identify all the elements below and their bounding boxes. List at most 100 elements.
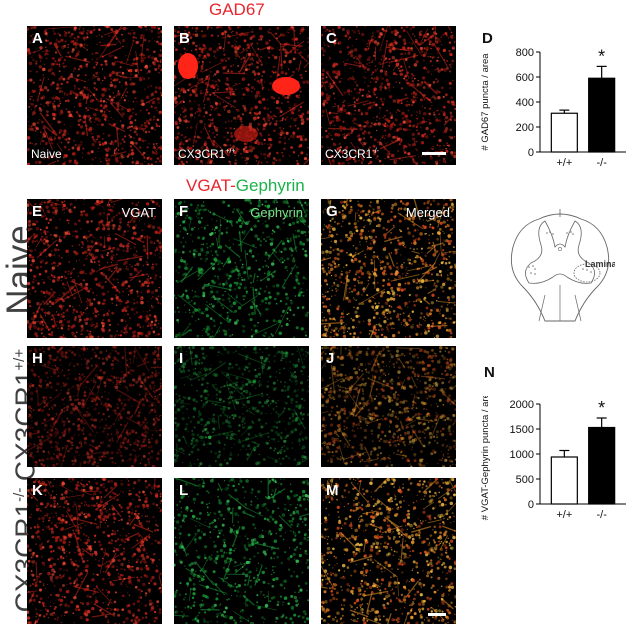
texture-dot [424, 254, 427, 257]
texture-dot [90, 95, 92, 97]
texture-dot [257, 214, 261, 218]
texture-dot [337, 253, 340, 255]
texture-fiber [303, 61, 309, 69]
texture-dot [233, 150, 237, 155]
texture-dot [105, 63, 108, 66]
texture-dot [203, 107, 206, 109]
texture-dot [290, 117, 293, 120]
texture-dot [110, 297, 114, 301]
texture-dot [256, 66, 259, 69]
texture-dot [205, 146, 209, 149]
texture-dot [124, 280, 128, 284]
texture-dot [246, 252, 249, 256]
texture-fiber [131, 333, 135, 338]
texture-dot [200, 247, 204, 251]
texture-dot [42, 291, 46, 295]
texture-dot [135, 307, 137, 309]
texture-dot [45, 235, 48, 239]
texture-dot [197, 236, 201, 240]
texture-dot [35, 60, 38, 63]
texture-dot [291, 249, 294, 252]
texture-dot [133, 267, 137, 271]
texture-dot [237, 161, 239, 163]
texture-dot [367, 90, 370, 92]
texture-dot [160, 30, 162, 33]
texture-dot [234, 321, 238, 325]
texture-dot [43, 242, 46, 246]
texture-dot [272, 319, 276, 323]
texture-fiber [110, 199, 124, 204]
texture-dot [114, 237, 118, 241]
texture-dot [50, 138, 53, 142]
texture-dot [393, 159, 395, 162]
texture-dot [117, 90, 120, 92]
texture-dot [245, 88, 250, 92]
texture-dot [259, 304, 261, 306]
texture-dot [81, 131, 85, 136]
texture-dot [151, 284, 153, 286]
texture-dot [51, 102, 55, 106]
texture-dot [249, 318, 253, 322]
texture-dot [234, 46, 238, 50]
texture-dot [322, 212, 324, 214]
texture-dot [187, 31, 191, 34]
texture-dot [304, 201, 307, 205]
texture-dot [412, 235, 415, 238]
texture-dot [73, 26, 77, 30]
texture-dot [358, 315, 361, 317]
texture-dot [397, 67, 400, 70]
texture-dot [248, 249, 253, 253]
texture-dot [154, 128, 156, 131]
texture-dot [328, 56, 330, 58]
texture-dot [327, 45, 330, 48]
texture-dot [450, 136, 454, 140]
texture-dot [182, 100, 185, 104]
texture-dot [347, 111, 351, 115]
texture-dot [337, 42, 339, 45]
texture-dot [247, 83, 250, 87]
texture-dot [126, 287, 128, 290]
texture-dot [108, 203, 111, 206]
texture-dot [197, 273, 200, 277]
texture-dot [438, 270, 442, 273]
texture-dot [205, 147, 210, 152]
texture-dot [174, 48, 178, 51]
texture-dot [47, 275, 50, 279]
texture-dot [90, 260, 93, 264]
texture-dot [277, 107, 282, 111]
panel-tag-b-main: CX3CR1 [178, 147, 226, 161]
texture-dot [431, 319, 433, 322]
texture-dot [427, 199, 431, 203]
texture-dot [211, 331, 214, 333]
texture-dot [280, 250, 283, 253]
texture-dot [200, 244, 203, 246]
texture-dot [400, 102, 403, 105]
texture-dot [211, 279, 215, 283]
texture-dot [41, 327, 44, 331]
texture-dot [419, 84, 422, 87]
texture-dot [369, 215, 371, 217]
texture-dot [306, 117, 309, 121]
texture-dot [117, 92, 121, 96]
texture-dot [129, 114, 133, 118]
texture-dot [98, 221, 100, 223]
texture-dot [82, 29, 85, 33]
texture-dot [404, 74, 408, 78]
texture-dot [178, 311, 180, 313]
texture-fiber [203, 283, 230, 290]
texture-fiber [106, 213, 109, 223]
texture-dot [43, 295, 47, 298]
texture-dot [187, 42, 190, 45]
texture-dot [362, 88, 365, 91]
texture-dot [200, 208, 202, 211]
texture-fiber [252, 287, 256, 315]
panel-letter-e: E [32, 203, 43, 220]
texture-dot [151, 61, 154, 64]
texture-dot [416, 111, 418, 113]
texture-dot [145, 119, 150, 124]
texture-dot [279, 136, 282, 139]
texture-dot [268, 56, 270, 59]
texture-dot [402, 318, 407, 322]
texture-dot [139, 257, 143, 261]
texture-dot [193, 255, 196, 258]
